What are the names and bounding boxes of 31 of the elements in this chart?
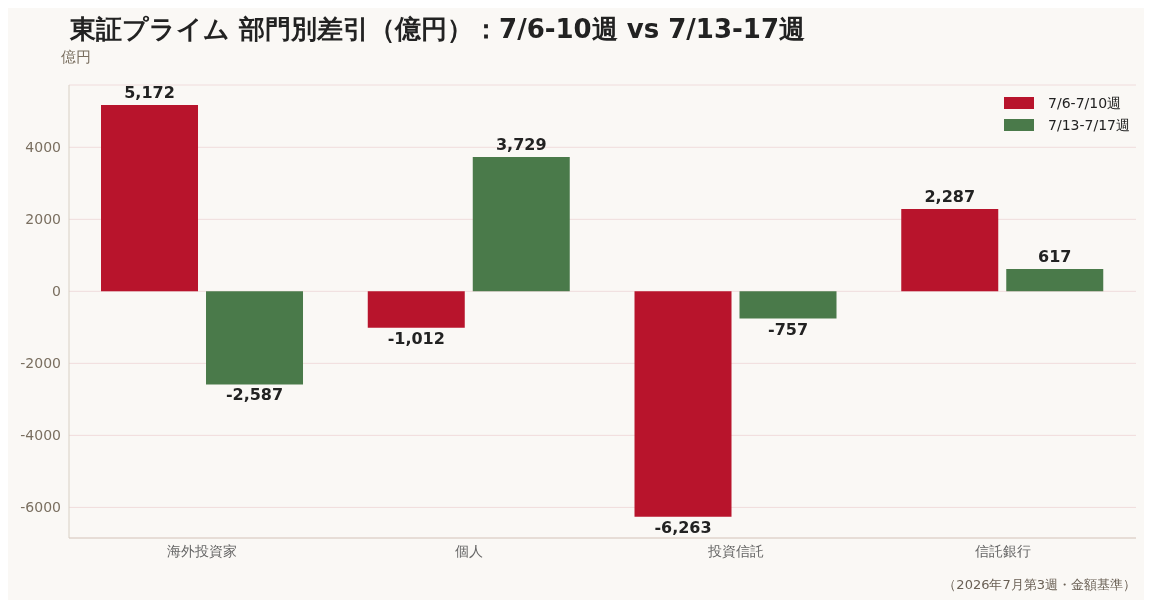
text: （2026年7月第3週・金額基準） [943, 576, 1136, 594]
bar [901, 208, 999, 292]
bar [739, 291, 837, 319]
data-label: 3,729 [495, 135, 547, 155]
chart-title: 東証プライム 部門別差引（億円）：7/6-10週 vs 7/13-17週 [70, 13, 805, 46]
data-label: -1,012 [387, 328, 445, 348]
data-label: 2,287 [924, 186, 976, 206]
bar [634, 291, 732, 517]
y-tick-label: -6000 [20, 499, 61, 516]
bar [206, 291, 304, 385]
bar [472, 157, 570, 292]
data-label: -6,263 [654, 517, 712, 537]
y-tick-label: 4000 [25, 139, 61, 156]
x-tick-label: 個人 [455, 542, 484, 559]
y-tick-label: -4000 [20, 427, 61, 444]
data-label: 5,172 [124, 83, 175, 103]
data-label: -757 [767, 319, 809, 339]
bar [367, 291, 465, 328]
legend-label: 7/6-7/10週 [1048, 94, 1122, 113]
y-tick-label: 2000 [25, 211, 61, 228]
data-label: -2,587 [225, 385, 284, 405]
bar [101, 105, 199, 292]
y-tick-label: -2000 [20, 355, 61, 372]
bar [1006, 269, 1104, 292]
y-axis-title: 億円 [61, 48, 91, 67]
x-tick-label: 信託銀行 [974, 542, 1031, 559]
x-tick-label: 投資信託 [706, 542, 764, 559]
y-tick-label: 0 [52, 283, 61, 300]
legend-label: 7/13-7/17週 [1048, 116, 1130, 135]
data-label: 617 [1038, 247, 1072, 267]
x-tick-label: 海外投資家 [167, 542, 238, 559]
